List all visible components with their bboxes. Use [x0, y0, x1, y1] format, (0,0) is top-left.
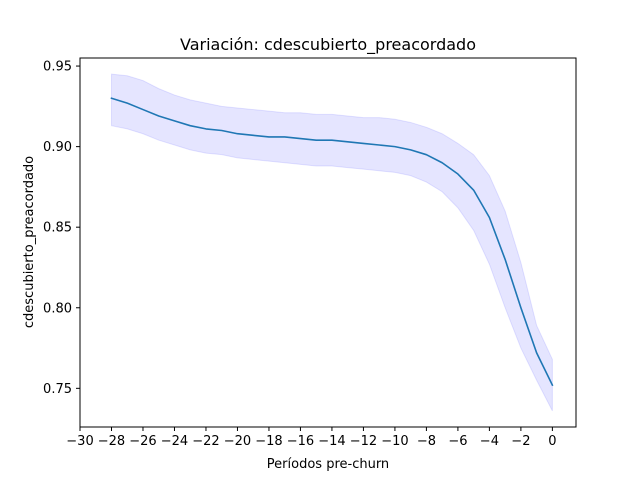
chart-title: Variación: cdescubierto_preacordado	[180, 35, 476, 55]
series-line	[110, 97, 554, 387]
x-tick-label: −4	[480, 434, 499, 449]
x-tick-label: −26	[129, 434, 156, 449]
series-line-layer	[110, 97, 554, 387]
x-tick-label: −12	[350, 434, 377, 449]
y-tick-label: 0.80	[43, 301, 72, 316]
x-tick-label: 0	[548, 434, 556, 449]
confidence-band-layer	[110, 73, 553, 412]
x-axis-label: Períodos pre-churn	[267, 457, 389, 472]
x-tick-label: −2	[511, 434, 530, 449]
x-tick-label: −20	[224, 434, 251, 449]
x-tick-label: −16	[287, 434, 314, 449]
y-axis-label: cdescubierto_preacordado	[22, 156, 37, 328]
y-tick-label: 0.75	[43, 382, 72, 397]
x-tick-label: −22	[192, 434, 219, 449]
x-tick-label: −14	[318, 434, 345, 449]
x-tick-label: −30	[66, 434, 93, 449]
x-tick-label: −24	[161, 434, 188, 449]
y-tick-label: 0.95	[43, 60, 72, 75]
x-tick-label: −28	[98, 434, 125, 449]
x-tick-label: −10	[381, 434, 408, 449]
confidence-band	[110, 73, 553, 412]
y-tick-label: 0.90	[43, 140, 72, 155]
x-axis-ticks: −30 −28 −26 −24 −22 −20 −18 −16 −14 −12 −10 −8 −6 −4−…	[66, 427, 557, 449]
x-tick-label: −8	[417, 434, 436, 449]
y-tick-label: 0.85	[43, 221, 72, 236]
x-tick-label: −6	[448, 434, 467, 449]
y-axis-ticks: 0.75 0.80 0.85 0.90 0.95	[43, 60, 80, 397]
x-tick-label: −18	[255, 434, 282, 449]
plot-frame	[79, 57, 577, 428]
